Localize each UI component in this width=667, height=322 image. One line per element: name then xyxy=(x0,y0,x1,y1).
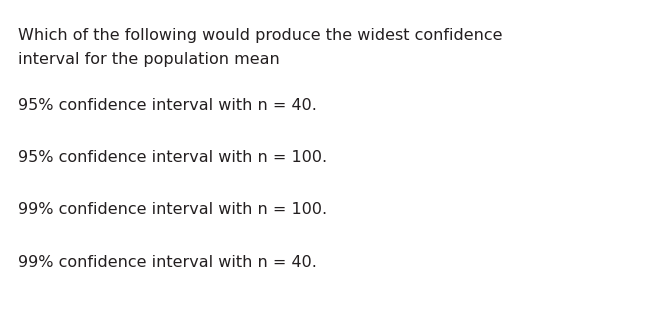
Text: 99% confidence interval with n = 40.: 99% confidence interval with n = 40. xyxy=(18,255,317,270)
Text: 99% confidence interval with n = 100.: 99% confidence interval with n = 100. xyxy=(18,202,327,217)
Text: Which of the following would produce the widest confidence: Which of the following would produce the… xyxy=(18,28,502,43)
Text: interval for the population mean: interval for the population mean xyxy=(18,52,279,67)
Text: 95% confidence interval with n = 40.: 95% confidence interval with n = 40. xyxy=(18,98,317,113)
Text: 95% confidence interval with n = 100.: 95% confidence interval with n = 100. xyxy=(18,150,327,165)
